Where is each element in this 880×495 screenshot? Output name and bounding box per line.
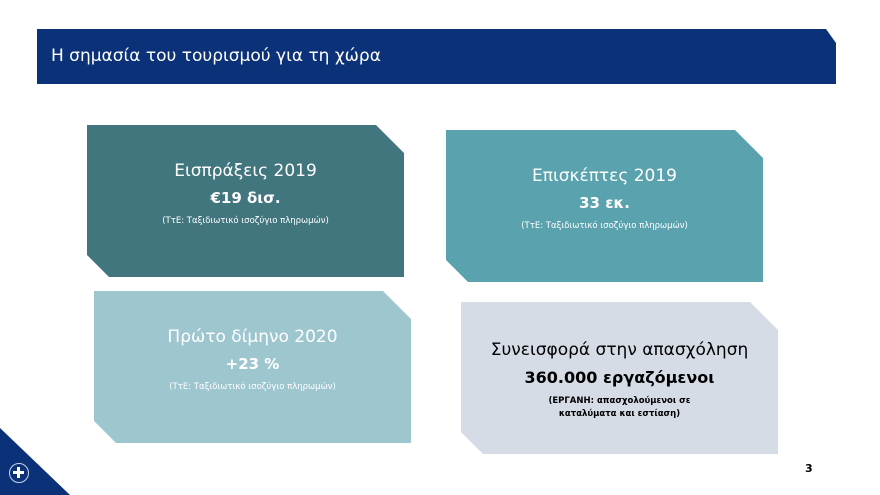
card-source: (ΤτΕ: Ταξιδιωτικό ισοζύγιο πληρωμών) — [162, 216, 329, 226]
page-number: 3 — [805, 462, 813, 475]
first-two-months-2020-card: Πρώτο δίμηνο 2020 +23 % (ΤτΕ: Ταξιδιωτικ… — [94, 291, 411, 443]
card-title: Συνεισφορά στην απασχόληση — [490, 340, 749, 360]
slide-title: Η σημασία του τουρισμού για τη χώρα — [51, 46, 381, 66]
card-value: +23 % — [225, 355, 280, 373]
visitors-2019-card: Επισκέπτες 2019 33 εκ. (ΤτΕ: Ταξιδιωτικό… — [446, 130, 763, 282]
card-title: Πρώτο δίμηνο 2020 — [167, 327, 338, 347]
revenue-2019-card: Εισπράξεις 2019 €19 δισ. (ΤτΕ: Ταξιδιωτι… — [87, 125, 404, 277]
employment-contribution-card: Συνεισφορά στην απασχόληση 360.000 εργαζ… — [461, 302, 778, 454]
corner-decoration — [0, 428, 70, 495]
card-value: €19 δισ. — [210, 189, 281, 207]
card-value: 360.000 εργαζόμενοι — [524, 368, 715, 387]
card-source: (ΤτΕ: Ταξιδιωτικό ισοζύγιο πληρωμών) — [169, 382, 336, 392]
card-source: (ΕΡΓΑΝΗ: απασχολούμενοι σε καταλύματα κα… — [548, 396, 691, 419]
card-title: Επισκέπτες 2019 — [531, 166, 677, 186]
card-title: Εισπράξεις 2019 — [174, 161, 317, 181]
hellenic-republic-emblem-icon — [9, 463, 29, 483]
slide-title-bar: Η σημασία του τουρισμού για τη χώρα — [37, 29, 836, 84]
card-source: (ΤτΕ: Ταξιδιωτικό ισοζύγιο πληρωμών) — [521, 221, 688, 231]
card-value: 33 εκ. — [579, 194, 630, 212]
